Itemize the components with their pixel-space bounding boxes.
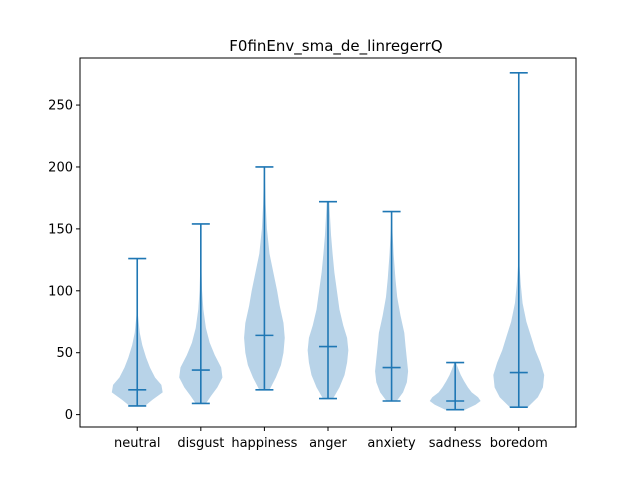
y-tick-label: 100 — [48, 284, 73, 299]
y-tick-label: 50 — [56, 346, 73, 361]
chart-title: F0finEnv_sma_de_linregerrQ — [229, 37, 442, 56]
x-tick-label-sadness: sadness — [429, 436, 482, 451]
x-tick-label-disgust: disgust — [177, 436, 224, 451]
y-tick-label: 150 — [48, 222, 73, 237]
y-tick-label: 250 — [48, 99, 73, 114]
x-axis: neutral disgust happiness anger anxiety sadne… — [114, 427, 548, 451]
x-tick-label-anger: anger — [309, 436, 347, 451]
x-tick-label-boredom: boredom — [490, 436, 548, 451]
y-tick-label: 0 — [65, 408, 73, 423]
x-tick-label-neutral: neutral — [114, 436, 161, 451]
x-tick-label-anxiety: anxiety — [367, 436, 416, 451]
violin-whiskers — [128, 72, 528, 411]
y-tick-label: 200 — [48, 160, 73, 175]
x-tick-label-happiness: happiness — [231, 436, 297, 451]
y-axis: 0 50 100 150 200 250 — [48, 99, 80, 423]
